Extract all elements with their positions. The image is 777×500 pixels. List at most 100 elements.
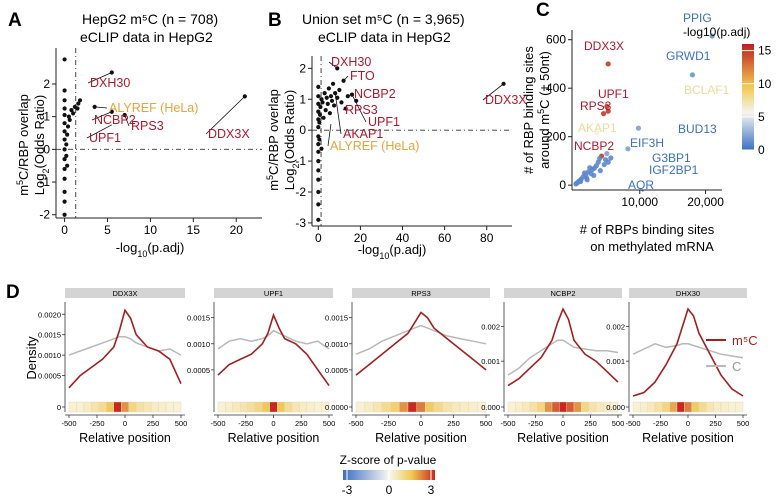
x-tick-label: 0	[561, 419, 565, 428]
data-point	[318, 104, 323, 110]
heat-cell	[632, 401, 641, 413]
data-point	[323, 107, 328, 113]
x-axis-label: Relative position	[375, 431, 467, 445]
heat-cell	[537, 401, 545, 413]
label-leader	[91, 111, 112, 121]
x-tick-label: -250	[381, 419, 396, 428]
data-point	[597, 168, 603, 174]
facet-title: RPS3	[411, 289, 431, 298]
y-tick-label: -2	[295, 185, 306, 199]
panel-b-title-line1: Union set m⁵C (n = 3,965)	[302, 11, 465, 27]
data-point	[602, 157, 609, 163]
data-point	[67, 117, 72, 123]
heat-cell	[595, 401, 604, 413]
data-point	[604, 151, 610, 157]
x-tick-label: 250	[147, 419, 160, 428]
data-point	[322, 90, 327, 96]
data-point	[77, 98, 83, 103]
x-tick-label: 20,000	[687, 195, 724, 209]
density-panel-upf1: UPF1 0.0005 0.0010 0.0015 -500 -250 0 250 500Rel…	[187, 288, 335, 445]
data-point	[587, 165, 593, 171]
facet-strip	[214, 288, 333, 298]
x-tick-label: -500	[348, 419, 363, 428]
colorbar-tick-label: 10	[758, 77, 772, 91]
point-label: DDX3X	[208, 127, 250, 141]
point-label: DXH30	[90, 76, 130, 90]
data-point	[62, 157, 67, 162]
facet-strip	[65, 288, 185, 298]
facet-strip	[629, 288, 747, 298]
heat-cell	[551, 401, 560, 413]
data-point	[69, 108, 74, 113]
data-point	[597, 155, 603, 162]
point-label: DXH30	[331, 55, 371, 69]
y-tick-label: 0.0010	[187, 340, 210, 349]
heat-cell	[654, 401, 663, 413]
y-tick-label: 0.0015	[187, 314, 210, 323]
x-tick-label: 20	[230, 223, 244, 237]
y-tick-label: 0.0010	[325, 340, 348, 349]
m5c-density-line	[217, 312, 330, 387]
heat-cell	[451, 401, 461, 413]
heat-cell	[128, 401, 137, 413]
point-label: RPS3	[131, 119, 164, 133]
panel-b-ylabel: m5C/RBP overlap Log2(Odds Ratio)	[265, 89, 301, 191]
label-leader	[347, 93, 353, 97]
heat-cell	[407, 401, 417, 413]
point-label: BUD13	[678, 122, 717, 136]
point-label: ALYREF (HeLa)	[109, 101, 198, 115]
data-point	[64, 142, 69, 147]
x-tick-label: 250	[447, 419, 460, 428]
heat-cell	[728, 401, 736, 413]
y-tick-label: 2	[299, 61, 306, 75]
data-point	[321, 115, 326, 120]
heat-cell	[669, 401, 678, 413]
m5c-density-line	[355, 311, 487, 376]
facet-title: NCBP2	[550, 289, 575, 298]
data-point	[339, 100, 344, 105]
m5c-density-line	[507, 307, 619, 387]
x-tick-label: -250	[528, 419, 543, 428]
density-panel-ddx3x: DDX3X 0 0.0005 0.0010 0.0015 0.0020 -500 -250 0 2…	[38, 288, 187, 445]
data-point	[600, 111, 607, 117]
point-label: EIF3H	[630, 136, 664, 150]
y-tick-label: 0.0005	[187, 366, 210, 375]
heat-cell	[433, 401, 443, 413]
facet-title: UPF1	[264, 289, 283, 298]
x-tick-label: 250	[584, 419, 597, 428]
facet-title: DHX30	[676, 289, 700, 298]
x-tick-label: 500	[612, 419, 625, 428]
point-label: NCBP2	[354, 87, 396, 101]
c-density-line	[217, 329, 330, 350]
point-label: ALYREF (HeLa)	[330, 139, 419, 153]
data-point	[62, 212, 67, 217]
point-label: RPS3	[580, 99, 612, 113]
heat-cell	[735, 401, 744, 413]
y-tick-label: 0.0015	[38, 331, 61, 340]
heat-cell	[299, 401, 307, 413]
label-leader	[334, 93, 342, 135]
c-density-line	[355, 324, 487, 355]
x-axis-label: Relative position	[79, 431, 171, 445]
legend-c-label: C	[732, 359, 741, 374]
x-tick-label: -500	[500, 419, 515, 428]
data-point	[62, 137, 67, 142]
data-point	[689, 72, 695, 78]
data-point	[75, 106, 80, 111]
x-tick-label: 500	[737, 419, 750, 428]
heat-cell	[247, 401, 256, 413]
heat-cell	[321, 401, 330, 413]
point-label: IGF2BP1	[649, 163, 699, 177]
heat-cell	[459, 401, 469, 413]
y-tick-label: 0.002	[606, 322, 625, 331]
data-point	[591, 165, 597, 171]
point-label: UPF1	[89, 131, 121, 145]
y-tick-label: 0	[299, 123, 306, 137]
y-tick-label: 400	[546, 81, 566, 95]
heat-cell	[477, 401, 487, 413]
y-tick-label: 0.0020	[38, 310, 61, 319]
panel-d-legend: m⁵C C	[706, 333, 758, 374]
